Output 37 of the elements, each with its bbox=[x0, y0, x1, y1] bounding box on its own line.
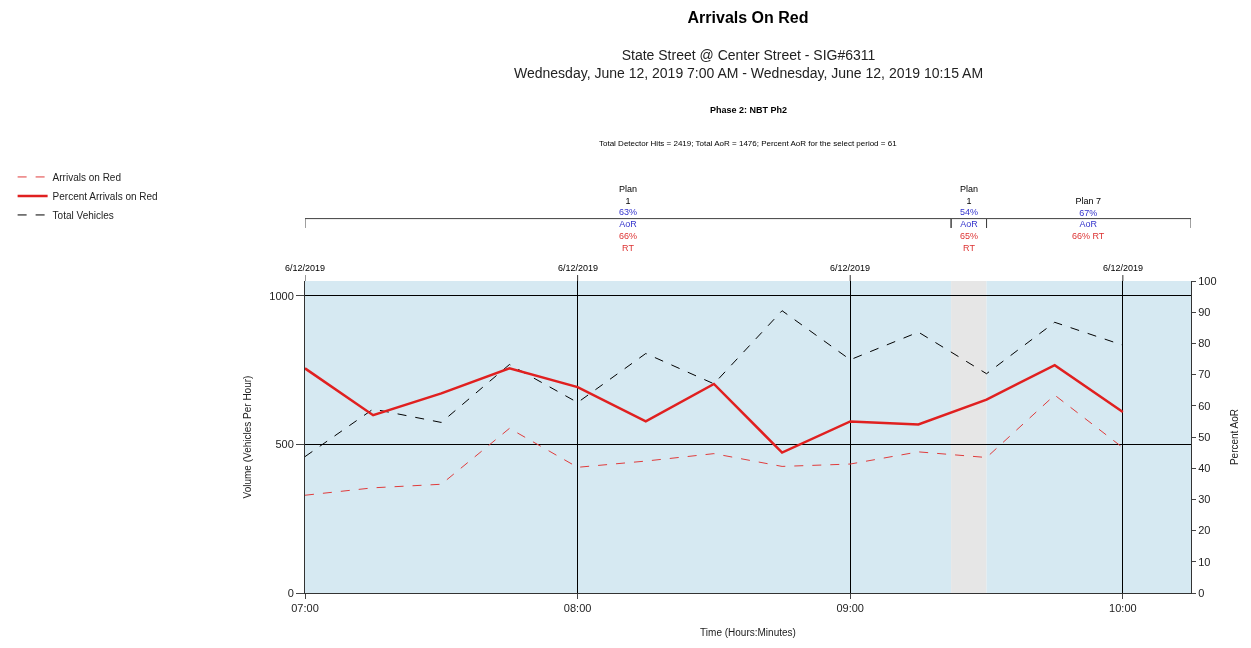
y-tick-label: 500 bbox=[275, 438, 294, 451]
y-tick-label: 1000 bbox=[269, 289, 294, 302]
y2-tick-label: 40 bbox=[1198, 462, 1211, 475]
x-tick-label: 07:00 bbox=[291, 602, 319, 615]
x-tick-label: 09:00 bbox=[836, 602, 864, 615]
y2-tick-label: 60 bbox=[1198, 399, 1211, 412]
y2-tick-label: 20 bbox=[1198, 524, 1211, 537]
text: 6/12/2019 bbox=[1103, 263, 1144, 273]
y2-tick-label: 90 bbox=[1198, 306, 1211, 319]
x-axis-title: Time (Hours:Minutes) bbox=[700, 626, 796, 638]
x-tick-label: 08:00 bbox=[563, 602, 592, 615]
y2-tick-label: 10 bbox=[1198, 555, 1211, 568]
text: 6/12/2019 bbox=[558, 263, 599, 273]
legend-label: Arrivals on Red bbox=[52, 171, 121, 183]
text: Plan 7 67% AoR 66% RT bbox=[1072, 196, 1105, 242]
y-axis-title: Volume (Vehicles Per Hour) bbox=[242, 375, 254, 499]
text: Total Detector Hits = 2419; Total AoR = 1476; Percent AoR for the select period = 61 bbox=[599, 139, 898, 148]
y-tick-label: 0 bbox=[287, 586, 294, 599]
y2-tick-label: 100 bbox=[1198, 274, 1217, 287]
chart-title: Arrivals On Red bbox=[687, 9, 809, 27]
line-series bbox=[305, 363, 1125, 454]
chart-subtitle: State Street @ Center Street - SIG#6311 Wednesday, June 12, 2019 7:00 AM - Wednesday, June 12, 2019 10:15 AM bbox=[514, 47, 984, 82]
legend-label: Percent Arrivals on Red bbox=[52, 190, 158, 202]
y2-tick-label: 50 bbox=[1198, 430, 1211, 443]
y2-tick-label: 80 bbox=[1198, 337, 1211, 350]
y2-axis-title: Percent AoR bbox=[1229, 408, 1241, 466]
y2-tick-label: 0 bbox=[1198, 586, 1205, 599]
line-series bbox=[305, 394, 1124, 496]
legend-label: Total Vehicles bbox=[52, 209, 114, 221]
text: 6/12/2019 bbox=[830, 263, 871, 273]
x-tick-label: 10:00 bbox=[1109, 602, 1137, 615]
text: 6/12/2019 bbox=[285, 263, 326, 273]
text: Plan 1 54% AoR 65% RT bbox=[960, 184, 979, 253]
text: Plan 1 63% AoR 66% RT bbox=[619, 184, 638, 253]
y2-tick-label: 70 bbox=[1198, 368, 1211, 381]
text: Phase 2: NBT Ph2 bbox=[710, 105, 788, 115]
y2-tick-label: 30 bbox=[1198, 493, 1211, 506]
